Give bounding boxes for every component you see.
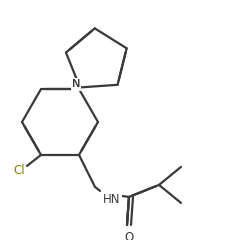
Text: N: N <box>72 79 80 90</box>
Text: HN: HN <box>103 193 121 206</box>
Text: N: N <box>72 79 80 90</box>
Text: O: O <box>124 231 134 240</box>
Text: Cl: Cl <box>13 164 25 177</box>
Text: N: N <box>72 79 80 90</box>
